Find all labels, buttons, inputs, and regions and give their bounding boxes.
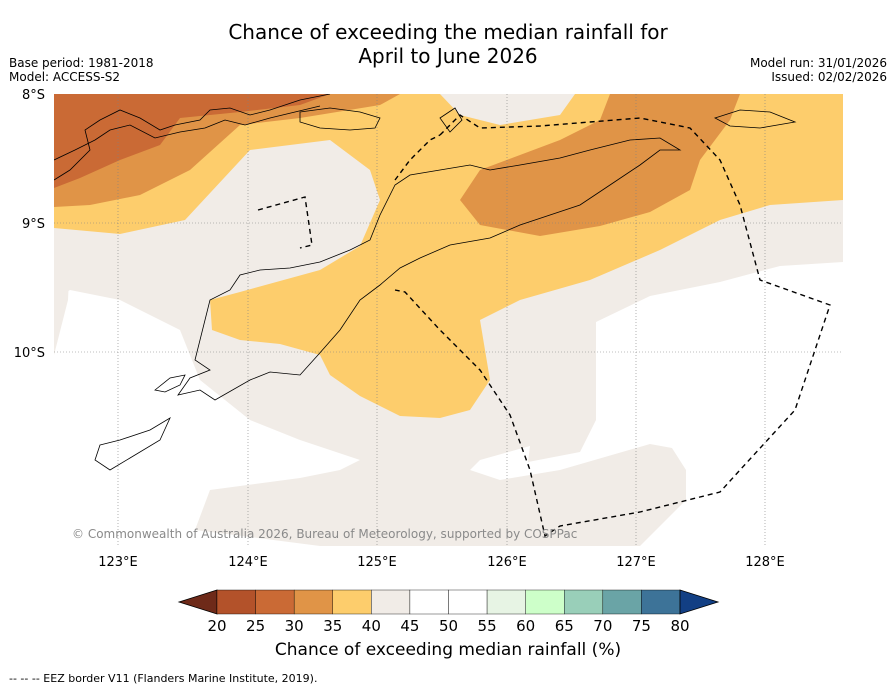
eez-border: [257, 114, 831, 538]
colorbar-segment: [448, 589, 488, 615]
colorbar-tick-label: 70: [593, 617, 612, 635]
colorbar-segment: [486, 589, 526, 615]
lon-label-124e: 124°E: [228, 555, 268, 570]
colorbar-tick-label: 50: [439, 617, 458, 635]
colorbar-tick-label: 35: [323, 617, 342, 635]
colorbar-segment: [564, 589, 604, 615]
colorbar-tick-label: 45: [400, 617, 419, 635]
colorbar-tick-label: 55: [478, 617, 497, 635]
region-40-45-island: [440, 94, 575, 125]
base-period: Base period: 1981-2018: [9, 56, 154, 70]
colorbar-tick-label: 60: [516, 617, 535, 635]
colorbar-segment: [216, 589, 256, 615]
colorbar-segment: [409, 589, 449, 615]
meta-right: Model run: 31/01/2026 Issued: 02/02/2026: [750, 56, 887, 84]
region-40-45-lower-left: [54, 258, 70, 355]
colorbar-extend-low: [177, 589, 218, 615]
coastline-sumba: [94, 416, 171, 471]
lon-label-127e: 127°E: [616, 555, 656, 570]
lon-label-123e: 123°E: [98, 555, 138, 570]
issued-date: Issued: 02/02/2026: [771, 70, 887, 84]
lon-label-125e: 125°E: [357, 555, 397, 570]
meta-left: Base period: 1981-2018 Model: ACCESS-S2: [9, 56, 154, 84]
lat-label-8s: 8°S: [22, 88, 45, 103]
colorbar-tick-label: 75: [632, 617, 651, 635]
map-title: Chance of exceeding the median rainfall …: [0, 20, 896, 68]
colorbar-segment: [641, 589, 681, 615]
region-25-30: [54, 94, 330, 188]
eez-line-north: [394, 134, 441, 181]
title-line-1: Chance of exceeding the median rainfall …: [228, 20, 668, 44]
coastline-alor: [299, 107, 381, 131]
title-line-2: April to June 2026: [358, 44, 538, 68]
colorbar-segment: [371, 589, 411, 615]
colorbar-tick-label: 80: [670, 617, 689, 635]
colorbar-segment: [602, 589, 642, 615]
region-30-35-east: [460, 94, 740, 236]
colorbar-segment: [525, 589, 565, 615]
eez-line-main: [394, 114, 831, 538]
colorbar-segment: [332, 589, 372, 615]
colorbar: 20 25 30 35 40 45 50 55 60 65 70 75 80: [177, 589, 720, 635]
coastline-flores-south: [54, 105, 321, 161]
coastline-roti: [154, 374, 186, 393]
eez-footnote: -- -- -- EEZ border V11 (Flanders Marine…: [9, 672, 318, 685]
colorbar-segment: [255, 589, 295, 615]
coastline-flores: [54, 94, 331, 181]
lon-label-126e: 126°E: [487, 555, 527, 570]
colorbar-tick-label: 25: [246, 617, 265, 635]
coastline-island-small: [439, 107, 463, 133]
lat-label-10s: 10°S: [14, 346, 45, 361]
model-name: Model: ACCESS-S2: [9, 70, 121, 84]
coastline-wetar: [713, 109, 797, 129]
colorbar-extend-high: [679, 589, 720, 615]
coastlines: [54, 94, 797, 471]
eez-line-west: [257, 196, 313, 249]
coastline-timor: [177, 137, 682, 401]
colorbar-tick-label: 40: [362, 617, 381, 635]
map-panel: © Commonwealth of Australia 2026, Bureau…: [54, 94, 843, 546]
colorbar-tick-label: 20: [207, 617, 226, 635]
colorbar-tick-label: 65: [555, 617, 574, 635]
lat-label-9s: 9°S: [22, 217, 45, 232]
colorbar-tick-label: 30: [285, 617, 304, 635]
copyright-notice: © Commonwealth of Australia 2026, Bureau…: [72, 527, 577, 541]
colorbar-title: Chance of exceeding median rainfall (%): [274, 640, 622, 660]
gridlines: [54, 94, 843, 546]
model-run: Model run: 31/01/2026: [749, 56, 887, 70]
lon-label-128e: 128°E: [745, 555, 785, 570]
colorbar-segment: [293, 589, 333, 615]
